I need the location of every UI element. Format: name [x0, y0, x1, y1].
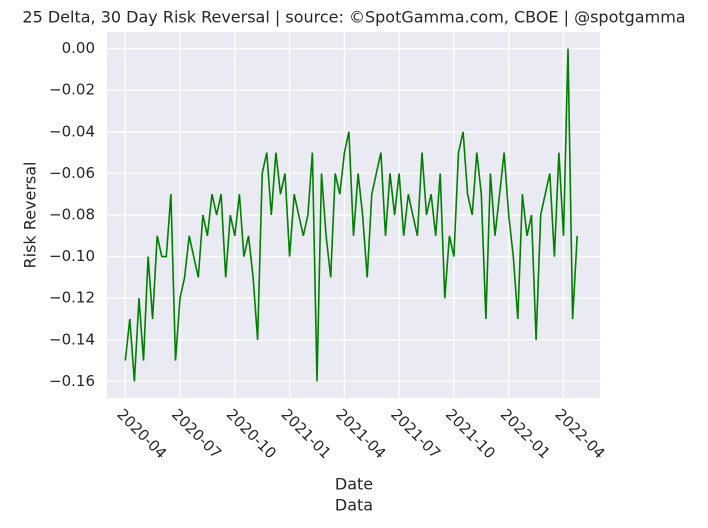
y-tick-label: −0.14 [49, 330, 95, 348]
y-tick-label: −0.08 [49, 206, 95, 224]
y-tick-label: 0.00 [62, 39, 95, 57]
y-tick-label: −0.06 [49, 164, 95, 182]
y-tick-label: −0.04 [49, 122, 95, 140]
x-tick-label: 2020-04 [113, 405, 170, 462]
x-tick-label: 2021-07 [387, 405, 444, 462]
y-axis-label: Risk Reversal [21, 162, 40, 269]
x-tick-label: 2022-01 [497, 405, 554, 462]
x-tick-label: 2021-04 [332, 405, 389, 462]
y-tick-label: −0.10 [49, 247, 95, 265]
y-tick-label: −0.12 [49, 289, 95, 307]
x-tick-label: 2022-04 [551, 405, 608, 462]
y-tick-label: −0.02 [49, 81, 95, 99]
x-tick-label: 2021-10 [442, 405, 499, 462]
annotation: Data [335, 496, 373, 515]
x-tick-label: 2021-01 [278, 405, 335, 462]
x-tick-label: 2020-10 [223, 405, 280, 462]
data-line [124, 48, 578, 382]
chart-title: 25 Delta, 30 Day Risk Reversal | source:… [22, 8, 685, 27]
x-axis-label: Date [335, 475, 373, 494]
x-tick-label: 2020-07 [168, 405, 225, 462]
y-tick-label: −0.16 [49, 372, 95, 390]
